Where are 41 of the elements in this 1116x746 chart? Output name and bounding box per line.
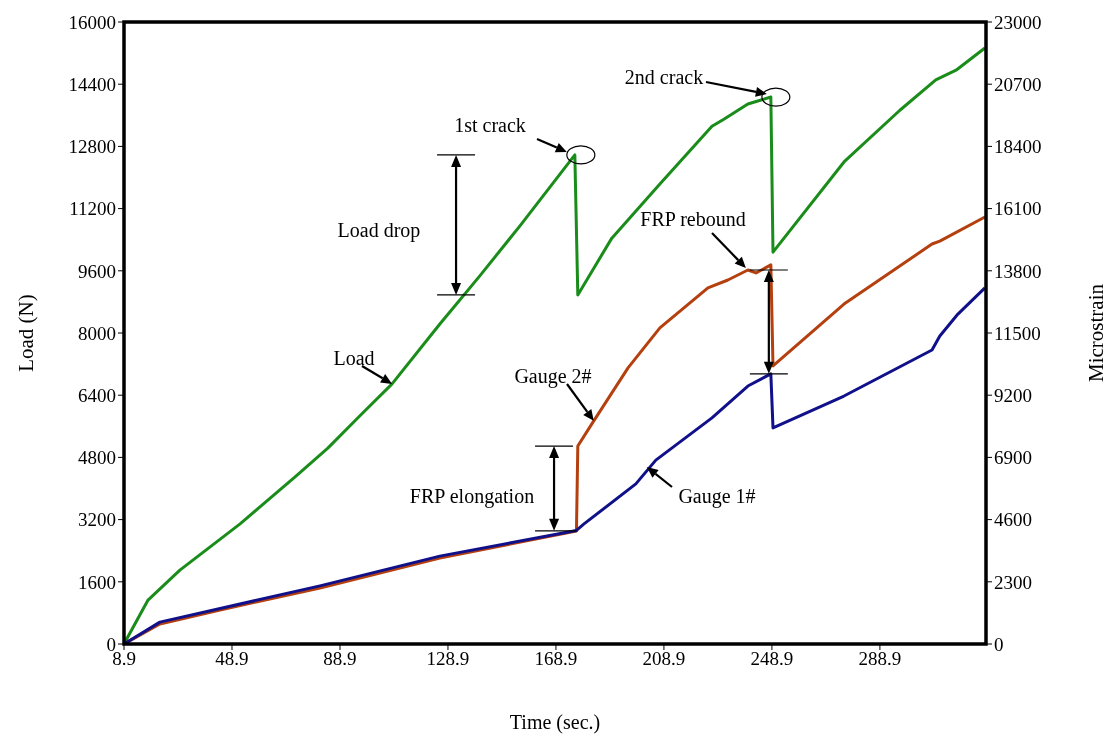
- x-tick-label: 88.9: [323, 648, 357, 670]
- annotation: Load drop: [337, 219, 421, 242]
- y2-tick-label: 9200: [994, 384, 1032, 406]
- annotation: FRP elongation: [409, 485, 535, 508]
- y-tick-label: 14400: [68, 73, 116, 95]
- annotation: FRP rebound: [640, 208, 746, 230]
- x-tick-label: 168.9: [534, 648, 578, 670]
- y-axis-title: Load (N): [14, 294, 38, 372]
- y2-axis-title: Microstrain: [1084, 283, 1108, 382]
- x-tick-label: 248.9: [750, 648, 794, 670]
- y2-tick-label: 11500: [994, 322, 1041, 344]
- x-axis-title: Time (sec.): [509, 711, 601, 734]
- annotation: Load: [333, 347, 375, 369]
- annotation: Gauge 2#: [514, 365, 592, 388]
- y-tick-label: 4800: [78, 447, 116, 469]
- y2-tick-label: 6900: [994, 447, 1032, 469]
- x-tick-label: 48.9: [215, 648, 249, 670]
- annotation: Gauge 1#: [678, 485, 756, 508]
- y-tick-label: 6400: [78, 384, 116, 406]
- annotation: 2nd crack: [624, 66, 704, 88]
- line-series: [124, 46, 986, 644]
- y2-tick-label: 20700: [994, 73, 1042, 95]
- y2-tick-label: 0: [994, 633, 1004, 655]
- y2-tick-label: 23000: [994, 11, 1042, 33]
- x-tick-label: 288.9: [858, 648, 902, 670]
- annotation: 1st crack: [454, 114, 526, 136]
- y-tick-label: 3200: [78, 509, 116, 531]
- y2-tick-label: 16100: [994, 198, 1042, 220]
- line-series: [124, 286, 986, 644]
- y2-tick-label: 18400: [994, 136, 1042, 158]
- y2-tick-label: 13800: [994, 260, 1042, 282]
- y-tick-label: 9600: [78, 260, 116, 282]
- x-tick-label: 128.9: [426, 648, 470, 670]
- y-tick-label: 8000: [78, 322, 116, 344]
- y-tick-label: 1600: [78, 571, 116, 593]
- y-tick-label: 12800: [68, 136, 116, 158]
- y2-tick-label: 2300: [994, 571, 1032, 593]
- y-tick-label: 11200: [69, 198, 116, 220]
- y2-tick-label: 4600: [994, 509, 1032, 531]
- x-tick-label: 208.9: [642, 648, 686, 670]
- y-tick-label: 16000: [68, 11, 116, 33]
